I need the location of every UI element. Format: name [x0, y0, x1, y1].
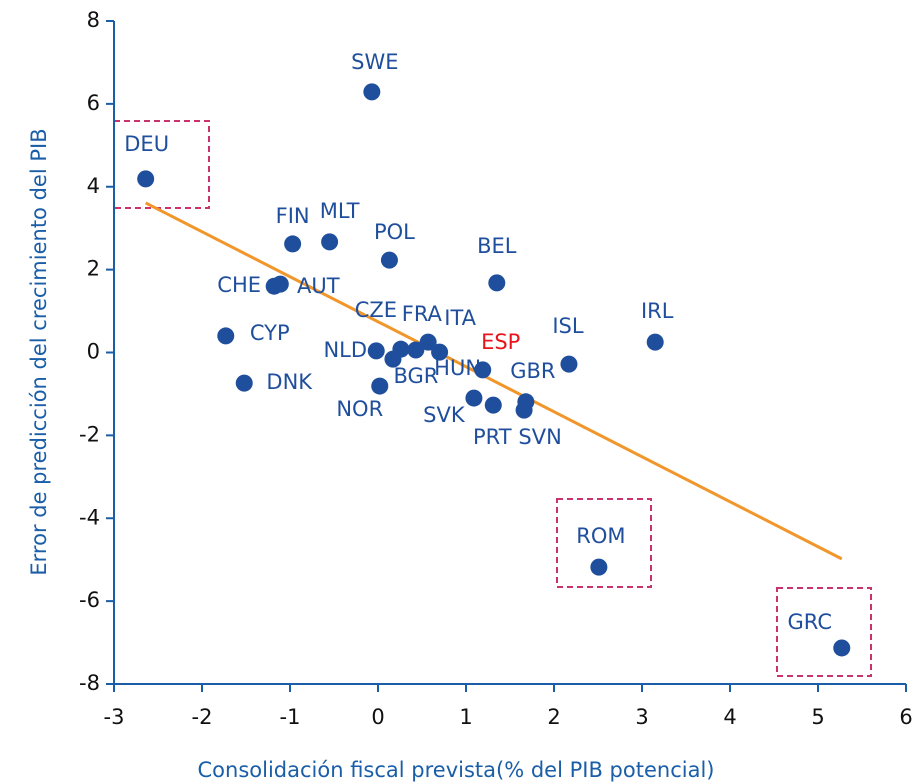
point-label: FIN	[276, 204, 310, 228]
point	[371, 377, 389, 395]
point	[431, 343, 449, 361]
point	[488, 274, 506, 292]
y-tick-label: 4	[87, 174, 100, 198]
y-tick-label: 0	[87, 340, 100, 364]
y-tick-label: 2	[87, 257, 100, 281]
point-label: IRL	[641, 299, 674, 323]
y-tick-label: -2	[79, 422, 100, 446]
x-tick-label: 3	[635, 705, 648, 729]
point	[363, 83, 381, 101]
point	[419, 333, 437, 351]
point	[560, 355, 578, 373]
point-label: ESP	[481, 330, 520, 354]
point-label: POL	[374, 220, 415, 244]
point-label: GRC	[788, 610, 832, 634]
point	[235, 374, 253, 392]
x-tick-label: 6	[899, 705, 912, 729]
x-tick-label: -2	[192, 705, 213, 729]
x-tick-label: 1	[459, 705, 472, 729]
point-label: SWE	[351, 50, 398, 74]
point	[271, 275, 289, 293]
point-label: SVN	[518, 425, 561, 449]
point-label: BEL	[477, 234, 517, 258]
highlight-box	[556, 498, 652, 588]
point	[380, 251, 398, 269]
x-tick-label: 0	[371, 705, 384, 729]
point-label: CYP	[250, 321, 290, 345]
point-label: FRA	[402, 302, 443, 326]
point	[646, 333, 664, 351]
point-label: GBR	[510, 359, 555, 383]
point-label: CZE	[355, 298, 397, 322]
point-label: ITA	[444, 306, 476, 330]
point-label: ROM	[576, 524, 625, 548]
y-tick-label: -8	[79, 671, 100, 695]
x-tick-label: 5	[811, 705, 824, 729]
point-label: SVK	[423, 403, 466, 427]
x-axis-label: Consolidación fiscal prevista(% del PIB …	[198, 758, 715, 782]
y-tick-label: 6	[87, 91, 100, 115]
x-tick-label: -1	[280, 705, 301, 729]
trend-line	[144, 201, 843, 561]
point	[590, 558, 608, 576]
y-tick-label: -4	[79, 505, 100, 529]
point-label: NLD	[323, 338, 367, 362]
point	[217, 327, 235, 345]
point	[367, 342, 385, 360]
y-tick-label: 8	[87, 8, 100, 32]
y-axis-label: Error de predicción del crecimiento del …	[27, 128, 51, 575]
point-label: DNK	[266, 370, 313, 394]
point-label: AUT	[297, 274, 340, 298]
x-tick-label: -3	[104, 705, 125, 729]
point-label: NOR	[336, 397, 383, 421]
point-label: MLT	[320, 199, 360, 223]
point	[484, 396, 502, 414]
point	[465, 389, 483, 407]
point	[474, 361, 492, 379]
point	[321, 233, 339, 251]
point-label: PRT	[473, 425, 512, 449]
point	[284, 235, 302, 253]
point-label: ISL	[552, 314, 584, 338]
y-tick-label: -6	[79, 588, 100, 612]
point-label: BGR	[394, 364, 439, 388]
point	[407, 341, 425, 359]
point-label: CHE	[217, 273, 261, 297]
point-label: DEU	[124, 132, 169, 156]
point	[137, 170, 155, 188]
highlight-box	[776, 587, 872, 677]
point	[392, 340, 410, 358]
x-tick-label: 2	[547, 705, 560, 729]
x-tick-label: 4	[723, 705, 736, 729]
point-label: HUN	[434, 356, 481, 380]
point	[833, 639, 851, 657]
point	[517, 393, 535, 411]
